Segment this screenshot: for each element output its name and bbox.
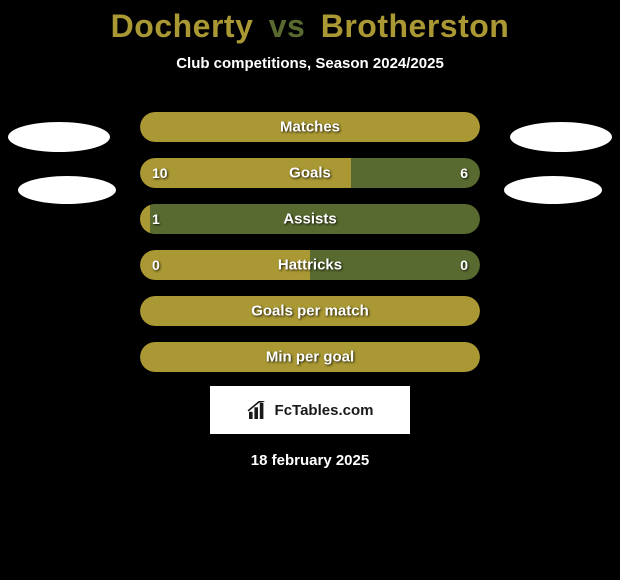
avatar-placeholder-right-1 (510, 122, 612, 152)
bar-label: Assists (283, 211, 336, 228)
avatar-placeholder-right-2 (504, 176, 602, 204)
bar-label: Goals per match (251, 303, 369, 320)
bar-label: Matches (280, 119, 340, 136)
date-text: 18 february 2025 (251, 452, 369, 469)
bar-value-left: 1 (152, 211, 160, 227)
comparison-title: Docherty vs Brotherston (111, 8, 510, 45)
title-vs: vs (269, 8, 306, 44)
fctables-logo: FcTables.com (210, 386, 410, 434)
bar-label: Goals (289, 165, 331, 182)
stat-bar: Min per goal (140, 342, 480, 372)
avatar-placeholder-left-2 (18, 176, 116, 204)
stat-bar: Goals per match (140, 296, 480, 326)
stat-bar: Assists 1 (140, 204, 480, 234)
player2-name: Brotherston (321, 8, 510, 44)
stat-bar: Hattricks 0 0 (140, 250, 480, 280)
bar-value-right: 6 (460, 165, 468, 181)
bar-left-segment (140, 204, 150, 234)
bar-label: Hattricks (278, 257, 342, 274)
bar-value-left: 10 (152, 165, 168, 181)
comparison-bars: Matches Goals 10 6 Assists 1 Hattricks 0 0 Goals … (140, 112, 480, 372)
stat-bar: Matches (140, 112, 480, 142)
subtitle: Club competitions, Season 2024/2025 (176, 55, 444, 72)
bar-value-right: 0 (460, 257, 468, 273)
avatar-placeholder-left-1 (8, 122, 110, 152)
stat-bar: Goals 10 6 (140, 158, 480, 188)
bar-value-left: 0 (152, 257, 160, 273)
player1-name: Docherty (111, 8, 254, 44)
logo-text: FcTables.com (275, 402, 374, 419)
bar-label: Min per goal (266, 349, 354, 366)
chart-icon (247, 401, 269, 419)
